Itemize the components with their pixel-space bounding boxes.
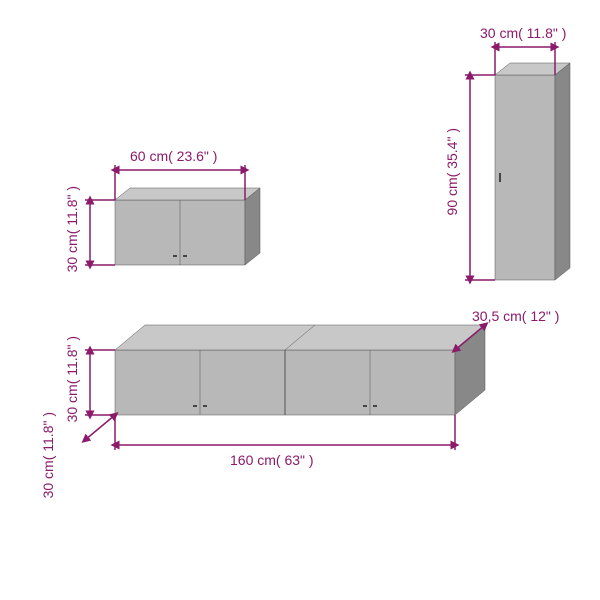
dim-small-width: 60 cm( 23.6" ) [130, 148, 217, 164]
dim-tall-height: 90 cm( 35.4" ) [444, 128, 460, 215]
dim-long-height: 30 cm( 11.8" ) [64, 336, 80, 422]
long-cabinet [115, 325, 485, 415]
dim-long-width: 160 cm( 63" ) [230, 452, 314, 468]
dim-long-depth-r: 30,5 cm( 12" ) [472, 308, 559, 324]
dim-long-depth: 30 cm( 11.8" ) [40, 412, 56, 498]
dim-small-height: 30 cm( 11.8" ) [64, 186, 80, 272]
tall-cabinet [495, 63, 570, 280]
dim-tall-width: 30 cm( 11.8" ) [480, 25, 566, 41]
small-cabinet [115, 188, 260, 265]
